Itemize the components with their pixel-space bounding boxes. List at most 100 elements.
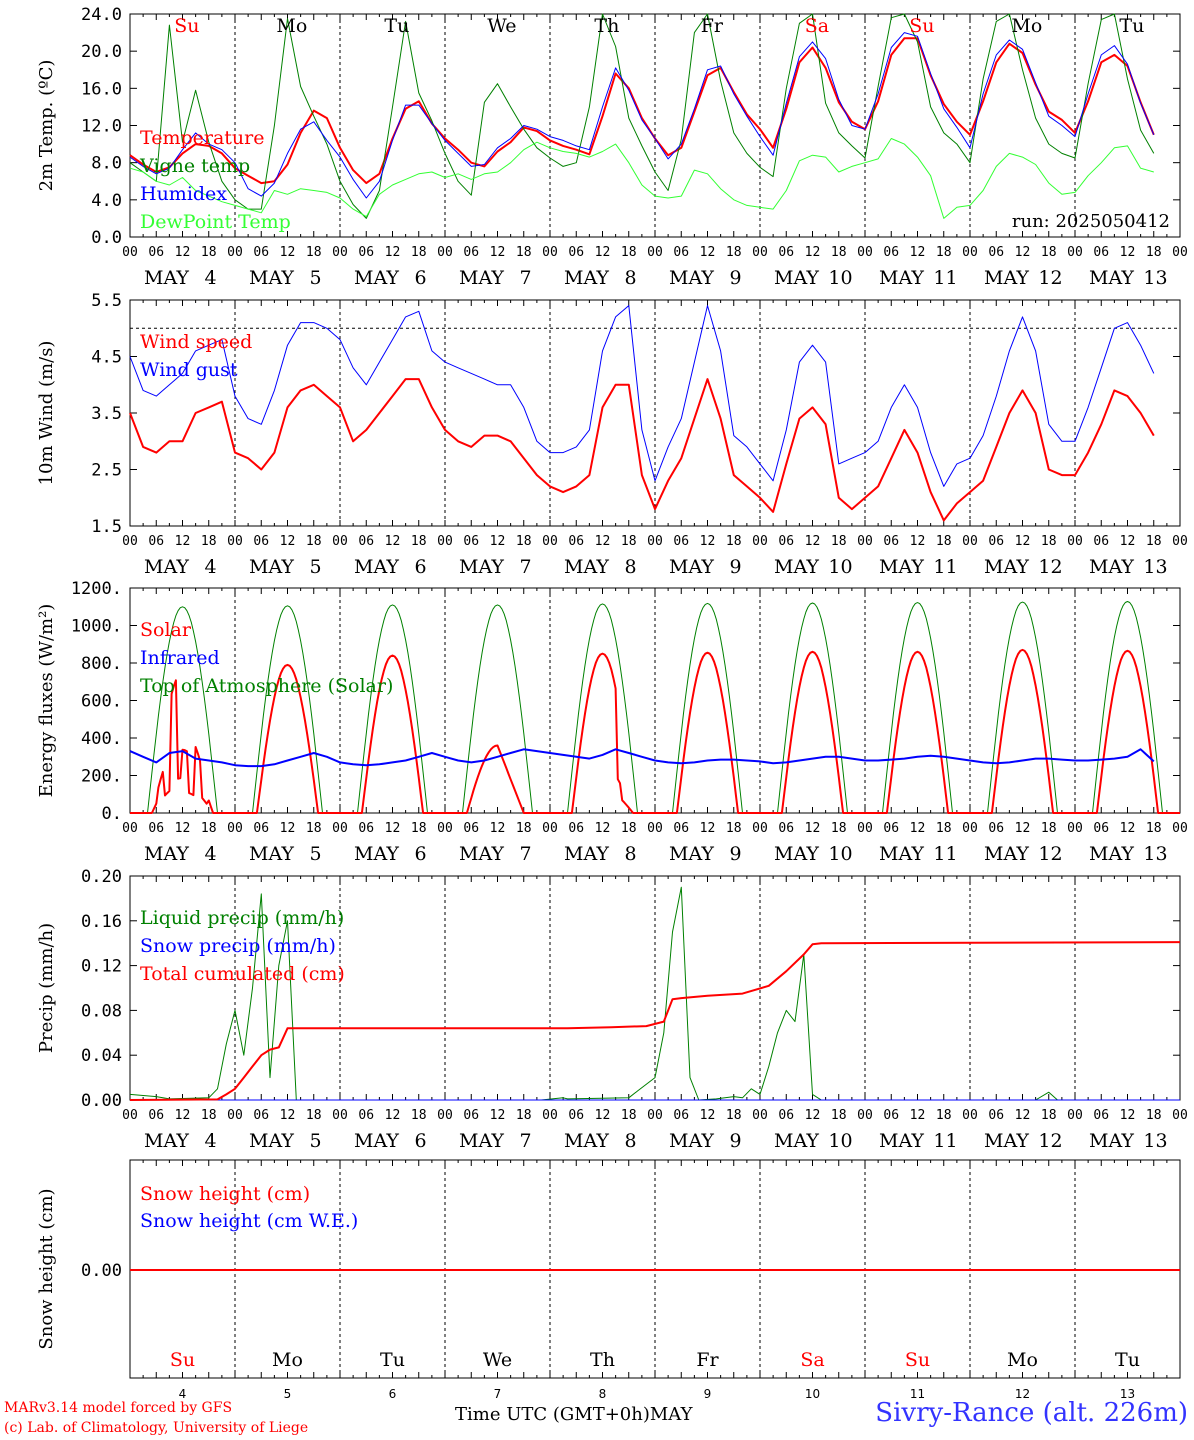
hour-tick-label: 18 <box>1041 1108 1057 1123</box>
hour-tick-label: 06 <box>988 821 1004 836</box>
hour-tick-label: 00 <box>437 1108 453 1123</box>
weekday-label-top: Su <box>174 15 199 37</box>
y-tick-label: 400. <box>81 729 122 749</box>
legend-vigne-temp: Vigne temp <box>139 155 250 177</box>
hour-tick-label: 18 <box>306 245 322 260</box>
date-day-label: 7 <box>519 556 531 578</box>
series-vigne-temp <box>129 13 1155 219</box>
hour-tick-label: 00 <box>1172 534 1188 549</box>
hour-tick-label: 00 <box>962 534 978 549</box>
hour-tick-label: 00 <box>542 534 558 549</box>
date-month-label: MAY <box>1089 1130 1134 1152</box>
y-tick-label: 0.20 <box>81 867 122 887</box>
hour-tick-label: 00 <box>1067 245 1083 260</box>
hour-tick-label: 06 <box>358 821 374 836</box>
hour-tick-label: 00 <box>647 821 663 836</box>
hour-tick-label: 06 <box>148 534 164 549</box>
station-title: Sivry-Rance (alt. 226m) <box>875 1398 1188 1428</box>
date-day-label: 11 <box>933 556 957 578</box>
hour-tick-label: 18 <box>306 1108 322 1123</box>
legend-solar: Solar <box>140 619 192 641</box>
legend-snow-height-cm-w-e-: Snow height (cm W.E.) <box>140 1210 358 1232</box>
date-month-label: MAY <box>774 1130 819 1152</box>
hour-tick-label: 12 <box>805 1108 821 1123</box>
date-month-label: MAY <box>669 556 714 578</box>
hour-tick-label: 00 <box>962 1108 978 1123</box>
date-month-label: MAY <box>879 843 924 865</box>
hour-tick-label: 18 <box>726 821 742 836</box>
hour-tick-label: 00 <box>332 1108 348 1123</box>
legend-liquid-precip-mm-h-: Liquid precip (mm/h) <box>140 907 344 929</box>
hour-tick-label: 06 <box>883 821 899 836</box>
hour-tick-label: 00 <box>122 534 138 549</box>
hour-tick-label: 12 <box>910 821 926 836</box>
date-day-label: 8 <box>624 1130 636 1152</box>
hour-tick-label: 06 <box>673 245 689 260</box>
date-day-label: 6 <box>414 1130 426 1152</box>
hour-tick-label: 18 <box>726 245 742 260</box>
hour-tick-label: 00 <box>1067 821 1083 836</box>
hour-tick-label: 18 <box>726 534 742 549</box>
weekday-label-top: Fr <box>701 15 724 37</box>
date-day-label: 5 <box>309 1130 321 1152</box>
date-month-label: MAY <box>459 267 504 289</box>
y-axis-label-1: 10m Wind (m/s) <box>36 341 57 486</box>
x-axis-title: Time UTC (GMT+0h)MAY <box>455 1404 692 1425</box>
date-month-label: MAY <box>669 267 714 289</box>
hour-tick-label: 00 <box>752 1108 768 1123</box>
hour-tick-label: 06 <box>358 1108 374 1123</box>
hour-tick-label: 00 <box>542 1108 558 1123</box>
legend-snow-precip-mm-h-: Snow precip (mm/h) <box>140 935 336 957</box>
date-month-label: MAY <box>249 556 294 578</box>
date-month-label: MAY <box>144 843 189 865</box>
hour-tick-label: 12 <box>1120 821 1136 836</box>
series-wind-gust <box>129 305 1155 487</box>
weekday-label-bottom: Mo <box>1007 1349 1038 1371</box>
hour-tick-label: 12 <box>175 1108 191 1123</box>
date-month-label: MAY <box>1089 267 1134 289</box>
day-number-label: 5 <box>284 1387 292 1401</box>
weekday-label-bottom: Th <box>590 1349 615 1371</box>
date-month-label: MAY <box>774 556 819 578</box>
series-humidex <box>129 32 1155 199</box>
hour-tick-label: 06 <box>253 245 269 260</box>
hour-tick-label: 12 <box>595 534 611 549</box>
hour-tick-label: 06 <box>778 821 794 836</box>
hour-tick-label: 18 <box>1146 821 1162 836</box>
hour-tick-label: 00 <box>122 245 138 260</box>
date-month-label: MAY <box>144 1130 189 1152</box>
hour-tick-label: 06 <box>463 534 479 549</box>
date-month-label: MAY <box>564 1130 609 1152</box>
weekday-label-bottom: Sa <box>800 1349 824 1371</box>
weekday-label-bottom: Tu <box>1115 1349 1140 1371</box>
hour-tick-label: 00 <box>227 245 243 260</box>
hour-tick-label: 18 <box>621 534 637 549</box>
hour-tick-label: 12 <box>805 821 821 836</box>
date-month-label: MAY <box>354 267 399 289</box>
date-day-label: 9 <box>729 1130 741 1152</box>
hour-tick-label: 18 <box>1041 534 1057 549</box>
hour-tick-label: 12 <box>595 245 611 260</box>
date-day-label: 8 <box>624 843 636 865</box>
hour-tick-label: 06 <box>253 534 269 549</box>
date-day-label: 9 <box>729 843 741 865</box>
date-day-label: 11 <box>933 267 957 289</box>
y-tick-label: 20.0 <box>81 42 122 62</box>
hour-tick-label: 12 <box>490 1108 506 1123</box>
weekday-label-top: Mo <box>1011 15 1042 37</box>
series-solar <box>130 648 1180 814</box>
y-tick-label: 12.0 <box>81 117 122 137</box>
y-tick-label: 0.00 <box>81 1091 122 1111</box>
hour-tick-label: 00 <box>962 245 978 260</box>
hour-tick-label: 18 <box>411 821 427 836</box>
weekday-label-top: We <box>487 15 516 37</box>
series-infrared <box>129 748 1155 768</box>
run-annotation: run: 2025050412 <box>1012 211 1170 232</box>
weekday-label-top: Tu <box>1119 15 1144 37</box>
date-day-label: 11 <box>933 1130 957 1152</box>
date-day-label: 6 <box>414 267 426 289</box>
series-dewpoint-temp <box>129 138 1154 219</box>
day-number-label: 6 <box>389 1387 397 1401</box>
hour-tick-label: 12 <box>175 245 191 260</box>
date-day-label: 5 <box>309 267 321 289</box>
